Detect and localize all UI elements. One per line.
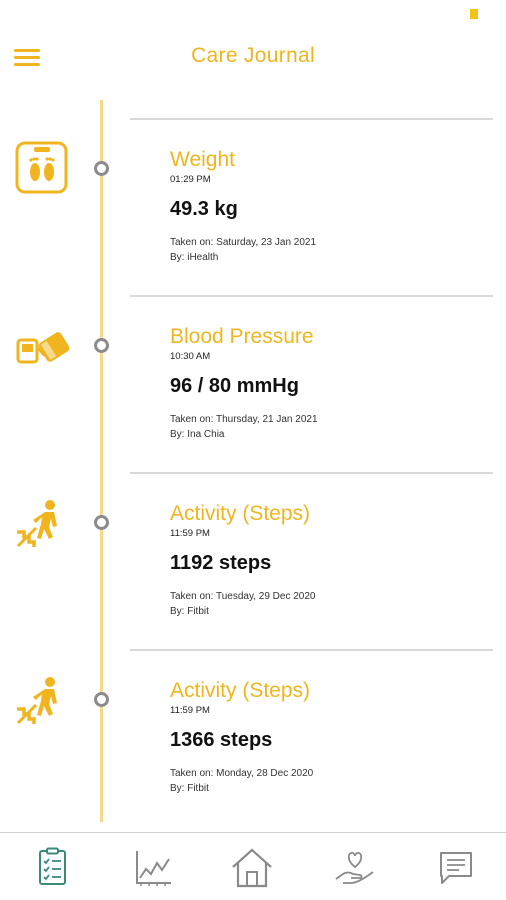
entry-source: By: Fitbit [170, 606, 209, 617]
entry-value: 1366 steps [170, 729, 273, 751]
home-icon[interactable] [230, 847, 274, 889]
entry-taken-on: Taken on: Tuesday, 29 Dec 2020 [170, 591, 316, 602]
timeline-node [94, 161, 109, 176]
menu-bar [14, 63, 40, 66]
bottom-nav [0, 832, 506, 900]
blood-pressure-icon [14, 319, 70, 375]
page-title: Care Journal [191, 44, 315, 67]
line-chart-icon[interactable] [131, 847, 175, 889]
entry-divider [130, 118, 493, 120]
entry-taken-on: Taken on: Thursday, 21 Jan 2021 [170, 414, 318, 425]
entry-source: By: Fitbit [170, 783, 209, 794]
timeline-node [94, 515, 109, 530]
entry-divider [130, 649, 493, 651]
entry-taken-on: Taken on: Saturday, 23 Jan 2021 [170, 237, 317, 248]
entry-card[interactable]: Weight 01:29 PM 49.3 kg Taken on: Saturd… [170, 148, 490, 264]
entry-title: Activity (Steps) [170, 502, 311, 525]
journal-entry-weight: Weight 01:29 PM 49.3 kg Taken on: Saturd… [0, 118, 506, 295]
weight-scale-icon [14, 140, 70, 196]
entry-time: 11:59 PM [170, 705, 210, 716]
entry-divider [130, 295, 493, 297]
journal-entry-activity: Activity (Steps) 11:59 PM 1192 steps Tak… [0, 472, 506, 649]
journal-entry-activity: Activity (Steps) 11:59 PM 1366 steps Tak… [0, 649, 506, 826]
menu-bar [14, 56, 40, 59]
menu-bar [14, 49, 40, 52]
entry-value: 1192 steps [170, 552, 272, 574]
hamburger-menu-icon[interactable] [14, 47, 42, 67]
entry-card[interactable]: Activity (Steps) 11:59 PM 1192 steps Tak… [170, 502, 490, 618]
stairs-walking-icon [14, 671, 70, 727]
status-indicator [470, 9, 478, 19]
message-icon[interactable] [434, 847, 478, 889]
timeline-node [94, 692, 109, 707]
entry-value: 96 / 80 mmHg [170, 375, 299, 397]
entry-time: 11:59 PM [170, 528, 210, 539]
care-hand-heart-icon[interactable] [333, 847, 377, 889]
app-header: Care Journal [0, 0, 506, 100]
entry-card[interactable]: Activity (Steps) 11:59 PM 1366 steps Tak… [170, 679, 490, 795]
journal-entry-blood-pressure: Blood Pressure 10:30 AM 96 / 80 mmHg Tak… [0, 295, 506, 472]
timeline-node [94, 338, 109, 353]
journal-checklist-icon[interactable] [30, 847, 74, 889]
entry-divider [130, 472, 493, 474]
entry-title: Activity (Steps) [170, 679, 311, 702]
entry-source: By: Ina Chia [170, 429, 225, 440]
entry-title: Blood Pressure [170, 325, 314, 348]
entry-value: 49.3 kg [170, 198, 238, 220]
stairs-walking-icon [14, 494, 70, 550]
entry-title: Weight [170, 148, 235, 171]
entry-card[interactable]: Blood Pressure 10:30 AM 96 / 80 mmHg Tak… [170, 325, 490, 441]
entry-source: By: iHealth [170, 252, 219, 263]
entry-time: 01:29 PM [170, 174, 211, 185]
entry-taken-on: Taken on: Monday, 28 Dec 2020 [170, 768, 314, 779]
entry-time: 10:30 AM [170, 351, 211, 362]
timeline-line [100, 100, 103, 822]
